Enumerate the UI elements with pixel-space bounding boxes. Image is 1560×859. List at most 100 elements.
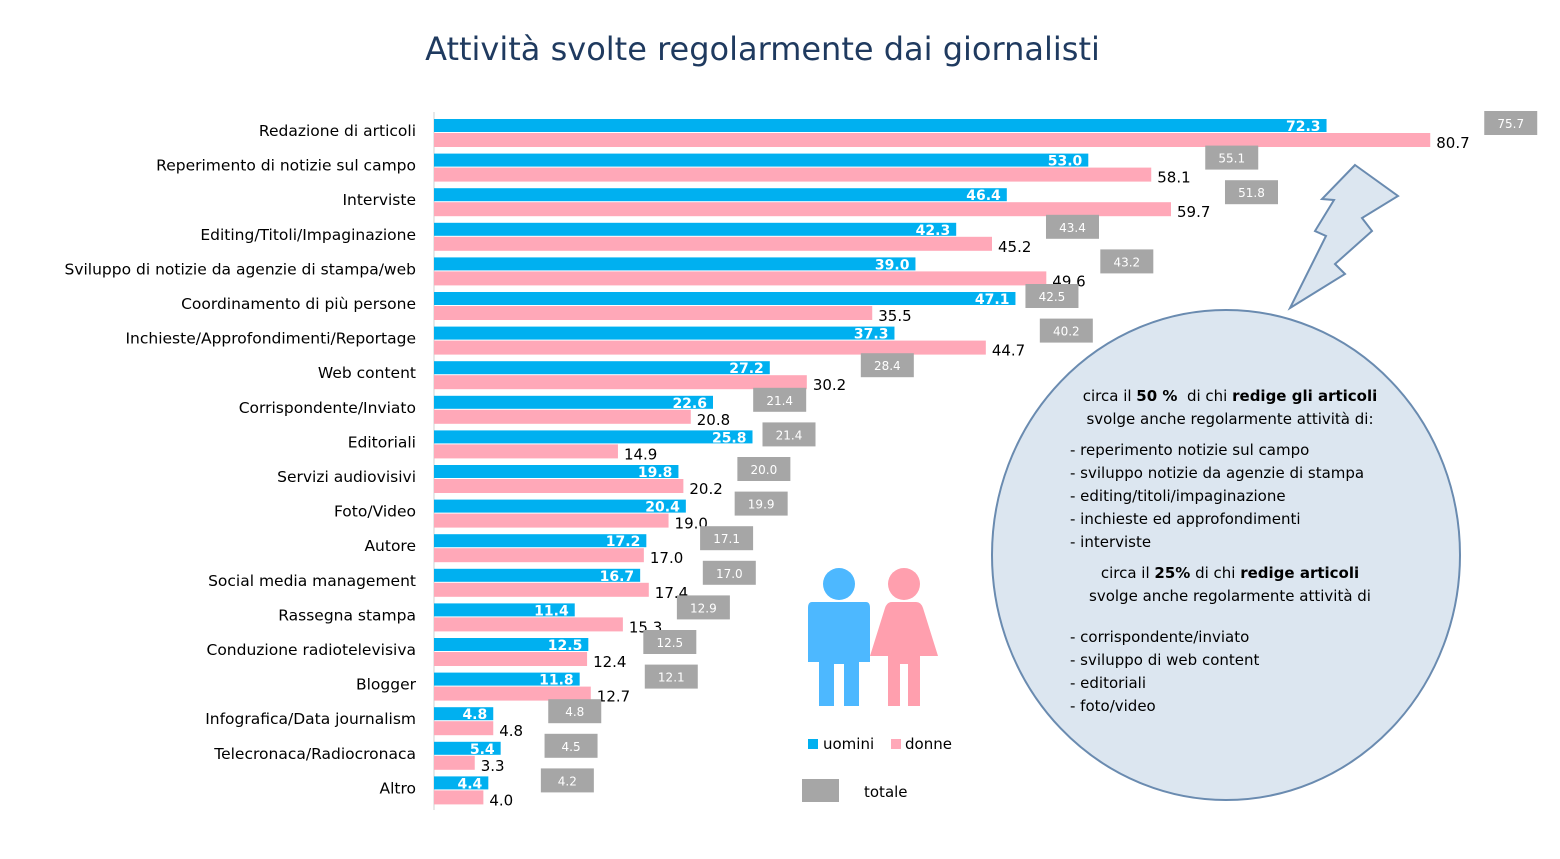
total-box	[1224, 180, 1278, 205]
data-label-totale: 17.1	[713, 532, 740, 546]
data-label-totale: 40.2	[1053, 325, 1080, 339]
total-box	[643, 630, 697, 654]
data-label-donne: 4.8	[499, 722, 523, 740]
legend: uomini donne totale	[802, 735, 952, 802]
bar-donne	[434, 409, 691, 424]
category-label: Conduzione radiotelevisiva	[207, 641, 417, 659]
legend-swatch-uomini	[808, 739, 818, 749]
list-item: - foto/video	[1070, 697, 1156, 715]
category-label: Editing/Titoli/Impaginazione	[200, 226, 416, 244]
data-label-donne: 12.4	[593, 653, 626, 671]
total-box	[676, 595, 730, 620]
category-label: Foto/Video	[334, 503, 416, 521]
total-box	[734, 491, 788, 516]
total-box	[1039, 318, 1093, 343]
data-label-donne: 58.1	[1157, 169, 1190, 187]
bar-donne	[434, 133, 1431, 147]
callout-list-2: - corrispondente/inviato - sviluppo di w…	[1070, 626, 1420, 718]
category-labels: Redazione di articoli Reperimento di noti…	[64, 122, 416, 797]
callout-paragraph-1: circa il 50 % di chi redige gli articoli…	[1040, 385, 1420, 431]
data-label-totale: 21.4	[766, 394, 793, 408]
callout-p1-line2: svolge anche regolarmente attività di:	[1086, 410, 1374, 428]
category-label: Social media management	[208, 572, 416, 590]
total-box	[1484, 111, 1538, 135]
category-label: Rassegna stampa	[278, 606, 416, 624]
data-label-totale: 20.0	[751, 463, 778, 477]
data-label-totale: 42.5	[1039, 290, 1066, 304]
data-label-donne: 12.7	[597, 688, 630, 706]
callout-ellipse	[991, 309, 1461, 801]
data-label-uomini: 27.2	[729, 361, 764, 377]
data-label-uomini: 46.4	[966, 188, 1001, 204]
data-label-totale: 12.1	[658, 671, 685, 685]
category-label: Altro	[379, 779, 416, 797]
category-label: Blogger	[356, 676, 417, 694]
data-label-uomini: 4.8	[462, 707, 487, 723]
list-item: - interviste	[1070, 533, 1152, 551]
bar-uomini	[434, 741, 501, 755]
total-box	[544, 733, 598, 758]
data-label-donne: 35.5	[878, 307, 911, 325]
category-label: Interviste	[342, 191, 416, 209]
bar-donne	[434, 686, 591, 701]
callout-text: circa il 50 % di chi redige gli articoli…	[1040, 385, 1420, 726]
bar-donne	[434, 306, 873, 320]
category-label: Inchieste/Approfondimenti/Reportage	[125, 330, 416, 348]
bar-uomini	[434, 603, 575, 617]
bar-donne	[434, 167, 1152, 182]
total-box	[1100, 249, 1154, 274]
category-label: Corrispondente/Inviato	[239, 399, 416, 417]
callout-list-1: - reperimento notizie sul campo - svilup…	[1070, 439, 1420, 554]
category-label: Servizi audiovisivi	[277, 468, 416, 486]
callout-paragraph-2: circa il 25% di chi redige articoli svol…	[1040, 562, 1420, 608]
list-item: - corrispondente/inviato	[1070, 628, 1250, 646]
data-label-uomini: 5.4	[470, 742, 495, 758]
list-item: - reperimento notizie sul campo	[1070, 441, 1310, 459]
callout-p2-line2: svolge anche regolarmente attività di	[1089, 587, 1371, 605]
bar-uomini	[434, 188, 1007, 202]
data-label-totale: 43.2	[1113, 255, 1140, 269]
data-label-donne: 20.8	[697, 411, 730, 429]
data-label-totale: 17.0	[716, 567, 743, 581]
bar-donne	[434, 340, 986, 355]
total-box	[702, 560, 756, 585]
list-item: - editing/titoli/impaginazione	[1070, 487, 1286, 505]
data-label-donne: 59.7	[1177, 203, 1210, 221]
list-item: - sviluppo di web content	[1070, 651, 1260, 669]
data-label-donne: 45.2	[998, 238, 1031, 256]
data-label-uomini: 19.8	[638, 465, 673, 481]
data-label-uomini: 11.4	[534, 603, 569, 619]
data-label-donne: 20.2	[689, 480, 722, 498]
data-label-uomini: 53.0	[1048, 154, 1083, 170]
bar-uomini	[434, 153, 1089, 167]
data-label-uomini: 22.6	[672, 396, 707, 412]
bar-uomini	[434, 638, 589, 651]
data-label-totale: 75.7	[1497, 117, 1524, 131]
data-label-totale: 4.2	[558, 774, 577, 788]
bar-uomini	[434, 534, 647, 548]
bar-donne	[434, 755, 475, 770]
bar-donne	[434, 271, 1047, 286]
callout-p1-pre: circa il	[1082, 387, 1137, 405]
total-box	[700, 526, 754, 551]
callout-bubble	[991, 163, 1461, 801]
bar-donne	[434, 652, 588, 666]
list-item: - sviluppo notizie da agenzie di stampa	[1070, 464, 1365, 482]
category-label: Infografica/Data journalism	[205, 710, 416, 728]
list-item: - inchieste ed approfondimenti	[1070, 510, 1301, 528]
callout-p1-mid: di chi	[1177, 387, 1233, 405]
data-label-uomini: 72.3	[1286, 119, 1321, 135]
data-label-uomini: 17.2	[606, 534, 641, 550]
data-label-totale: 21.4	[776, 428, 803, 442]
data-label-totale: 28.4	[874, 359, 901, 373]
data-label-uomini: 39.0	[875, 257, 910, 273]
category-label: Editoriali	[348, 433, 416, 451]
data-label-uomini: 20.4	[645, 500, 680, 516]
callout-p2-pre: circa il	[1100, 564, 1155, 582]
callout-p1-bold2: redige gli articoli	[1232, 387, 1378, 405]
bar-donne	[434, 617, 623, 632]
data-label-totale: 51.8	[1238, 186, 1265, 200]
bar-uomini	[434, 465, 679, 478]
data-label-uomini: 16.7	[600, 569, 635, 585]
